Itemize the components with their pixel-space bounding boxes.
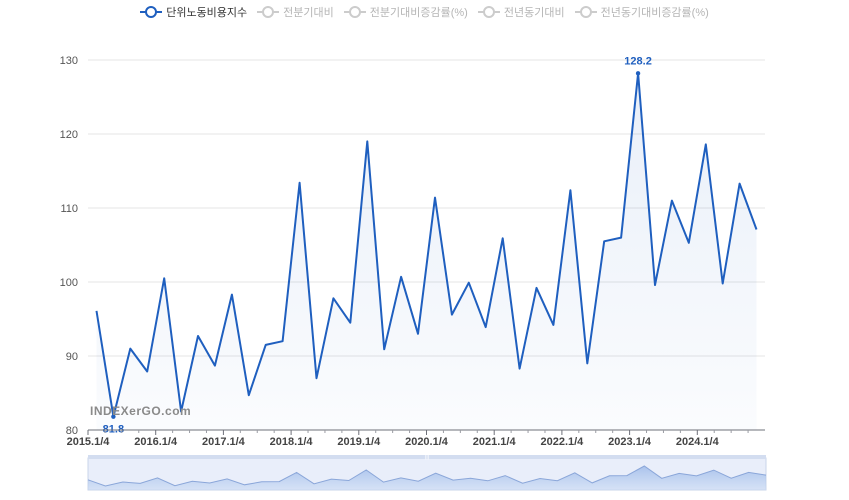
y-tick-label: 130 [60,55,78,67]
x-axis: 2015.1/4 2016.1/4 2017.1/4 2018.1/4 2019.1/4… [67,429,765,448]
x-tick-label: 2024.1/4 [676,436,720,448]
zoom-grip-icon: ||| [425,454,430,460]
legend-line-circle-icon [574,5,597,19]
legend-label: 전년동기대비 [503,7,565,19]
zoom-preview-area [88,466,766,490]
legend-line-circle-icon [140,5,163,19]
legend-item-1[interactable]: 전분기대비 [257,3,334,21]
y-axis: 80 90 100 110 120 130 [60,55,78,437]
legend-line-circle-icon [477,5,500,19]
highlight-point [635,71,641,76]
x-tick-label: 2017.1/4 [202,436,246,448]
data-zoom-slider[interactable]: ||| [87,454,767,491]
legend-item-2[interactable]: 전분기대비증감률(%) [343,3,468,21]
legend-line-circle-icon [257,5,280,19]
y-tick-label: 100 [60,277,78,289]
series-line [95,72,758,418]
legend: 단위노동비용지수 전분기대비 전분기대비증감률(%) 전년동기대비 전년동기대비증감률(… [0,3,849,21]
watermark: INDEXerGO.com [90,404,192,418]
y-tick-label: 80 [66,425,78,437]
legend-item-4[interactable]: 전년동기대비증감률(%) [574,3,709,21]
x-tick-label: 2021.1/4 [473,436,517,448]
x-tick-label: 2015.1/4 [67,436,111,448]
x-tick-label: 2016.1/4 [134,436,178,448]
legend-label: 단위노동비용지수 [166,7,248,19]
legend-line-circle-icon [343,5,366,19]
legend-item-3[interactable]: 전년동기대비 [477,3,565,21]
x-tick-label: 2018.1/4 [270,436,314,448]
legend-label: 전분기대비증감률(%) [369,7,468,19]
highlight-point [111,414,116,419]
zoom-preview-line [87,465,767,487]
x-tick-label: 2020.1/4 [405,436,449,448]
series-area [96,73,757,431]
y-tick-label: 90 [66,351,78,363]
y-tick-label: 120 [60,129,78,141]
x-tick-label: 2023.1/4 [608,436,652,448]
x-tick-label: 2022.1/4 [540,436,584,448]
x-tick-label: 2019.1/4 [337,436,381,448]
legend-item-0[interactable]: 단위노동비용지수 [140,3,247,21]
legend-label: 전년동기대비증감률(%) [600,7,709,19]
legend-label: 전분기대비 [283,7,334,19]
y-tick-label: 110 [60,203,78,215]
zoom-handle-bar [88,455,766,459]
data-label: 128.2 [624,55,652,67]
